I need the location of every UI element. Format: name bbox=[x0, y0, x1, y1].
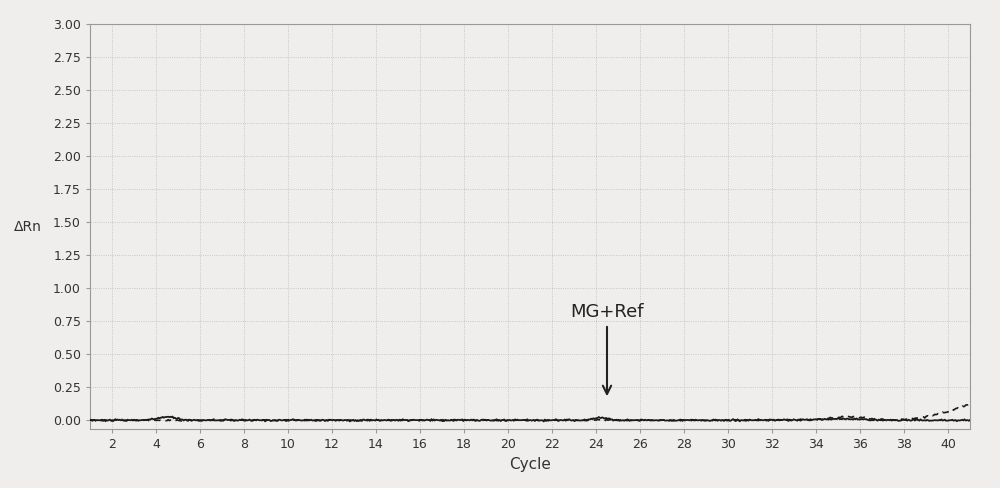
X-axis label: Cycle: Cycle bbox=[509, 457, 551, 472]
Text: MG+Ref: MG+Ref bbox=[570, 303, 644, 394]
Y-axis label: ΔRn: ΔRn bbox=[14, 220, 42, 234]
